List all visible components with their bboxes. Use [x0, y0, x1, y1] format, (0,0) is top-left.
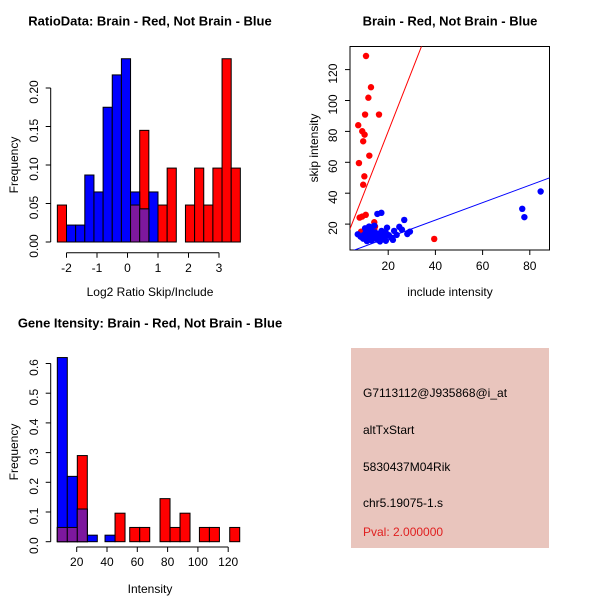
svg-text:0.1: 0.1	[27, 507, 41, 524]
svg-text:0.05: 0.05	[27, 195, 41, 219]
svg-text:60: 60	[476, 259, 490, 273]
svg-text:-1: -1	[92, 261, 103, 275]
svg-text:3: 3	[216, 261, 223, 275]
svg-text:40: 40	[100, 555, 114, 569]
svg-text:20: 20	[326, 221, 340, 235]
svg-text:0.0: 0.0	[27, 537, 41, 554]
ratio-histogram-ylabel: Frequency	[7, 136, 21, 194]
svg-text:0.2: 0.2	[27, 478, 41, 495]
gene-histogram-ylabel: Frequency	[7, 423, 21, 481]
svg-text:120: 120	[326, 63, 340, 83]
gene-histogram-xlabel: Intensity	[127, 582, 173, 596]
info-pval: Pval: 2.000000	[363, 525, 444, 539]
svg-text:0.15: 0.15	[27, 118, 41, 142]
scatter-xlabel: include intensity	[407, 285, 493, 299]
svg-text:2: 2	[185, 261, 192, 275]
svg-text:100: 100	[326, 94, 340, 114]
svg-text:120: 120	[218, 555, 238, 569]
ratio-histogram-title: RatioData: Brain - Red, Not Brain - Blue	[28, 13, 272, 29]
svg-text:60: 60	[131, 555, 145, 569]
svg-text:60: 60	[326, 159, 340, 173]
svg-text:0.10: 0.10	[27, 157, 41, 181]
info-probe-id: G7113112@J935868@i_at	[363, 386, 508, 400]
svg-text:80: 80	[326, 128, 340, 142]
svg-text:0.4: 0.4	[27, 418, 41, 435]
info-location: chr5.19075-1.s	[363, 496, 444, 510]
info-gene-name: 5830437M04Rik	[363, 460, 451, 474]
svg-text:0.00: 0.00	[27, 234, 41, 258]
scatter-ylabel: skip intensity	[307, 113, 321, 183]
svg-text:80: 80	[161, 555, 175, 569]
svg-text:0.5: 0.5	[27, 389, 41, 406]
info-panel: G7113112@J935868@i_at altTxStart 5830437…	[351, 348, 549, 548]
svg-text:20: 20	[382, 259, 396, 273]
gene-histogram-title: Gene Itensity: Brain - Red, Not Brain - …	[17, 315, 283, 331]
scatter-title: Brain - Red, Not Brain - Blue	[362, 13, 538, 29]
svg-text:1: 1	[155, 261, 162, 275]
svg-text:0.20: 0.20	[27, 80, 41, 104]
svg-text:40: 40	[429, 259, 443, 273]
svg-text:0.3: 0.3	[27, 448, 41, 465]
svg-text:40: 40	[326, 190, 340, 204]
ratio-histogram-xlabel: Log2 Ratio Skip/Include	[86, 285, 214, 299]
svg-text:20: 20	[70, 555, 84, 569]
svg-text:0: 0	[124, 261, 131, 275]
svg-text:100: 100	[188, 555, 208, 569]
svg-text:0.6: 0.6	[27, 359, 41, 376]
svg-text:80: 80	[523, 259, 537, 273]
svg-text:-2: -2	[61, 261, 72, 275]
info-event-type: altTxStart	[363, 423, 415, 437]
